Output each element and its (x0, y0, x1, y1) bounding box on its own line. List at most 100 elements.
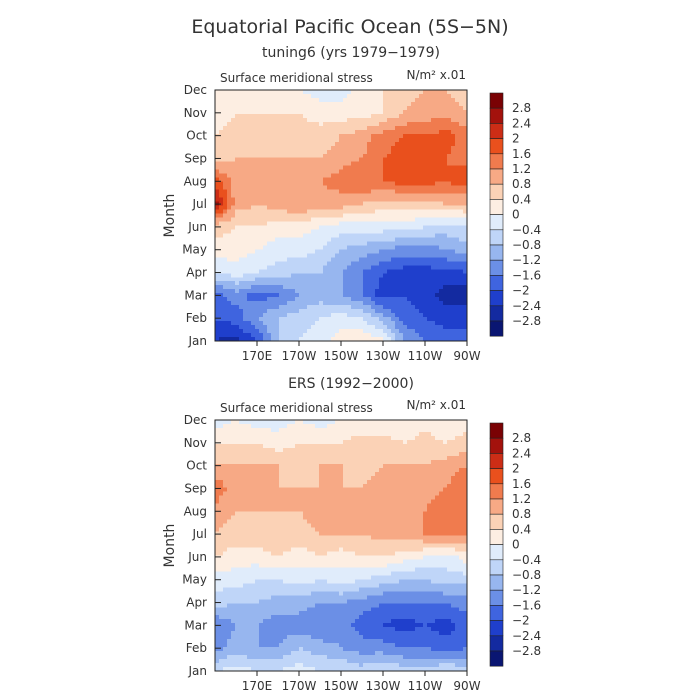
contour-cell (267, 153, 272, 159)
contour-cell (275, 237, 280, 242)
contour-cell (407, 447, 412, 453)
contour-cell (443, 105, 448, 111)
contour-cell (431, 439, 436, 445)
contour-cell (215, 431, 220, 437)
contour-cell (283, 105, 288, 111)
contour-cell (455, 475, 460, 481)
contour-cell (263, 101, 268, 107)
contour-cell (375, 109, 380, 115)
contour-cell (419, 117, 424, 123)
contour-cell (291, 189, 296, 195)
contour-cell (319, 141, 324, 147)
contour-cell (239, 113, 244, 119)
contour-cell (315, 125, 320, 131)
contour-cell (371, 451, 376, 457)
contour-cell (335, 309, 340, 314)
contour-cell (343, 229, 348, 235)
contour-cell (303, 129, 308, 135)
contour-cell (355, 161, 360, 167)
contour-cell (359, 193, 364, 199)
contour-cell (311, 157, 316, 163)
contour-cell (423, 197, 428, 203)
contour-cell (419, 113, 424, 119)
contour-cell (231, 125, 236, 131)
contour-cell (323, 459, 328, 465)
contour-cell (275, 225, 280, 231)
contour-cell (259, 313, 264, 318)
contour-cell (419, 329, 424, 334)
contour-cell (431, 233, 436, 239)
contour-cell (307, 197, 312, 203)
contour-cell (311, 133, 316, 139)
contour-cell (323, 193, 328, 199)
contour-cell (399, 169, 404, 175)
contour-cell (283, 157, 288, 163)
contour-cell (399, 467, 404, 473)
contour-cell (319, 475, 324, 481)
contour-cell (275, 463, 280, 469)
contour-cell (371, 269, 376, 274)
contour-cell (383, 253, 388, 258)
contour-cell (279, 125, 284, 131)
contour-cell (243, 181, 248, 187)
contour-cell (255, 265, 260, 270)
contour-cell (247, 475, 252, 481)
contour-cell (239, 317, 244, 322)
contour-cell (259, 253, 264, 258)
contour-cell (379, 93, 384, 99)
contour-cell (459, 281, 464, 286)
contour-cell (287, 93, 292, 99)
contour-cell (439, 121, 444, 127)
contour-cell (463, 420, 468, 425)
contour-cell (411, 129, 416, 135)
contour-cell (379, 447, 384, 453)
contour-cell (451, 313, 456, 318)
contour-cell (215, 109, 220, 115)
contour-cell (275, 197, 280, 203)
contour-cell (223, 125, 228, 131)
contour-cell (267, 225, 272, 231)
contour-cell (243, 281, 248, 286)
contour-cell (383, 133, 388, 139)
contour-cell (431, 93, 436, 99)
contour-cell (231, 439, 236, 445)
contour-cell (391, 97, 396, 103)
contour-cell (247, 161, 252, 167)
contour-cell (423, 475, 428, 481)
contour-cell (299, 321, 304, 326)
contour-cell (215, 253, 220, 258)
contour-cell (455, 305, 460, 310)
contour-cell (463, 177, 468, 183)
contour-cell (347, 265, 352, 270)
contour-cell (251, 463, 256, 469)
contour-cell (371, 289, 376, 294)
contour-cell (347, 141, 352, 147)
contour-cell (399, 129, 404, 135)
contour-cell (223, 321, 228, 326)
contour-cell (327, 289, 332, 294)
contour-cell (307, 443, 312, 449)
contour-cell (319, 117, 324, 123)
contour-cell (247, 237, 252, 242)
contour-cell (415, 427, 420, 433)
contour-cell (215, 101, 220, 107)
contour-cell (287, 249, 292, 254)
contour-cell (363, 257, 368, 262)
contour-cell (395, 435, 400, 441)
contour-cell (455, 221, 460, 227)
contour-cell (411, 101, 416, 107)
contour-cell (403, 325, 408, 330)
contour-cell (331, 463, 336, 469)
contour-cell (335, 451, 340, 457)
contour-cell (315, 169, 320, 175)
contour-cell (259, 129, 264, 135)
contour-cell (323, 245, 328, 250)
contour-cell (219, 169, 224, 175)
contour-cell (295, 249, 300, 254)
contour-cell (219, 293, 224, 298)
contour-cell (299, 101, 304, 107)
contour-cell (291, 475, 296, 481)
contour-cell (295, 325, 300, 330)
contour-cell (355, 253, 360, 258)
contour-cell (455, 427, 460, 433)
